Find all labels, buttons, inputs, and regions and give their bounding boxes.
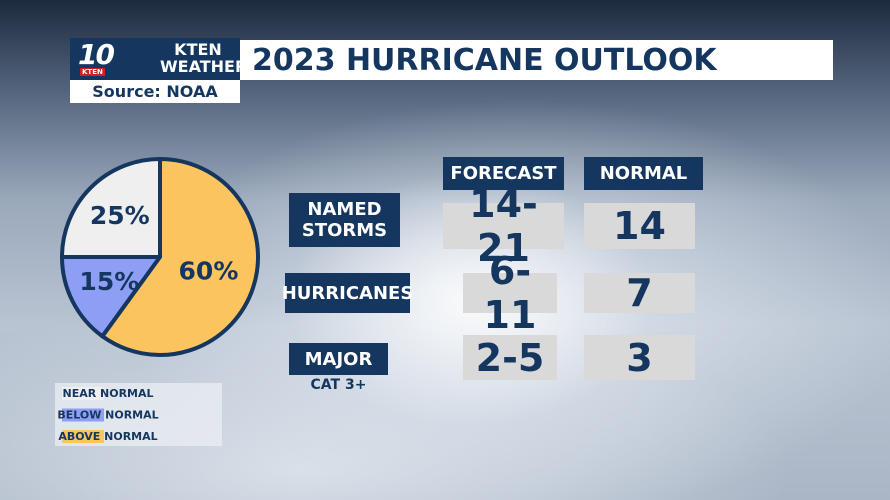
legend-label: NEAR NORMAL (62, 387, 153, 400)
legend-swatch (62, 408, 104, 422)
pie-slice (59, 156, 162, 259)
forecast-value: 14-21 (443, 182, 564, 270)
pie-label: 60% (179, 257, 239, 286)
row-label: MAJOR (289, 343, 388, 375)
column-header: NORMAL (584, 157, 703, 190)
pie-slice (99, 156, 260, 357)
brand: KTEN WEATHER (160, 40, 248, 76)
row-sublabel: CAT 3+ (310, 377, 367, 393)
pie-label: 15% (79, 267, 139, 296)
pie-label: 25% (90, 201, 150, 230)
row-label: NAMED STORMS (289, 193, 400, 247)
logo-text: KTEN (80, 68, 105, 76)
legend-swatch (62, 387, 104, 400)
column-header: FORECAST (443, 157, 564, 190)
legend-swatch (62, 430, 104, 443)
row-label: HURRICANES (282, 273, 413, 313)
forecast-value: 6-11 (463, 249, 557, 337)
normal-value: 14 (584, 203, 695, 249)
normal-value: 3 (584, 335, 695, 380)
source: Source: NOAA (70, 80, 240, 103)
normal-value: 7 (584, 271, 695, 315)
title: 2023 HURRICANE OUTLOOK (240, 40, 833, 80)
legend-label: ABOVE NORMAL (58, 430, 157, 443)
forecast-value: 2-5 (463, 335, 557, 380)
logo-box: 10 KTEN KTEN WEATHER (70, 38, 248, 80)
logo-number: 10 (78, 38, 115, 71)
legend-label: BELOW NORMAL (57, 409, 158, 422)
pie-slice (59, 255, 164, 340)
